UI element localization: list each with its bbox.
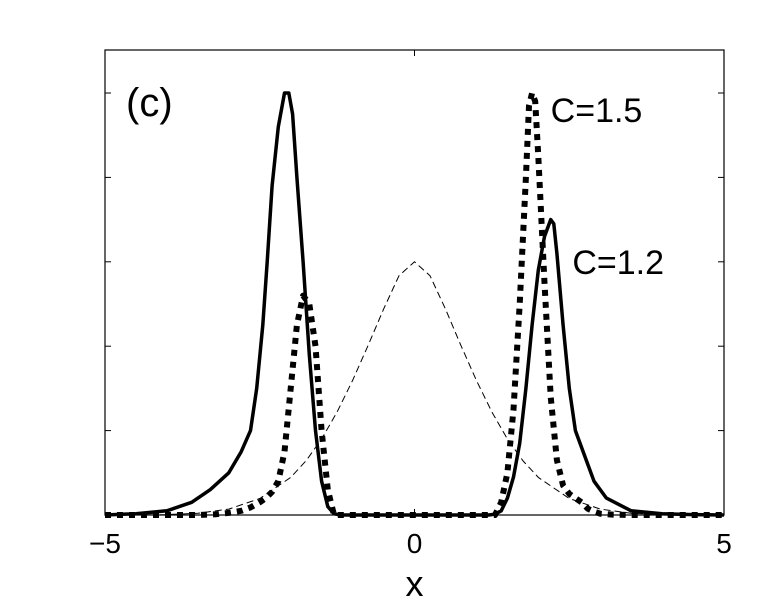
- x-tick-label: 5: [716, 528, 732, 559]
- x-axis-label: x: [406, 563, 424, 604]
- x-tick-label: 0: [407, 528, 423, 559]
- labels-group: −5 0 5 (c) x C=1.5 C=1.2: [89, 81, 732, 604]
- ticks-group: [104, 50, 725, 516]
- x-tick-label: −5: [89, 528, 121, 559]
- series-line-dashed: [105, 261, 724, 516]
- series-group: [104, 90, 725, 518]
- curve-annotation: C=1.5: [551, 92, 643, 130]
- panel-label: (c): [126, 81, 173, 125]
- curve-annotation: C=1.2: [572, 244, 664, 282]
- series-line-dotted: [105, 90, 724, 518]
- series-line-solid: [104, 91, 725, 517]
